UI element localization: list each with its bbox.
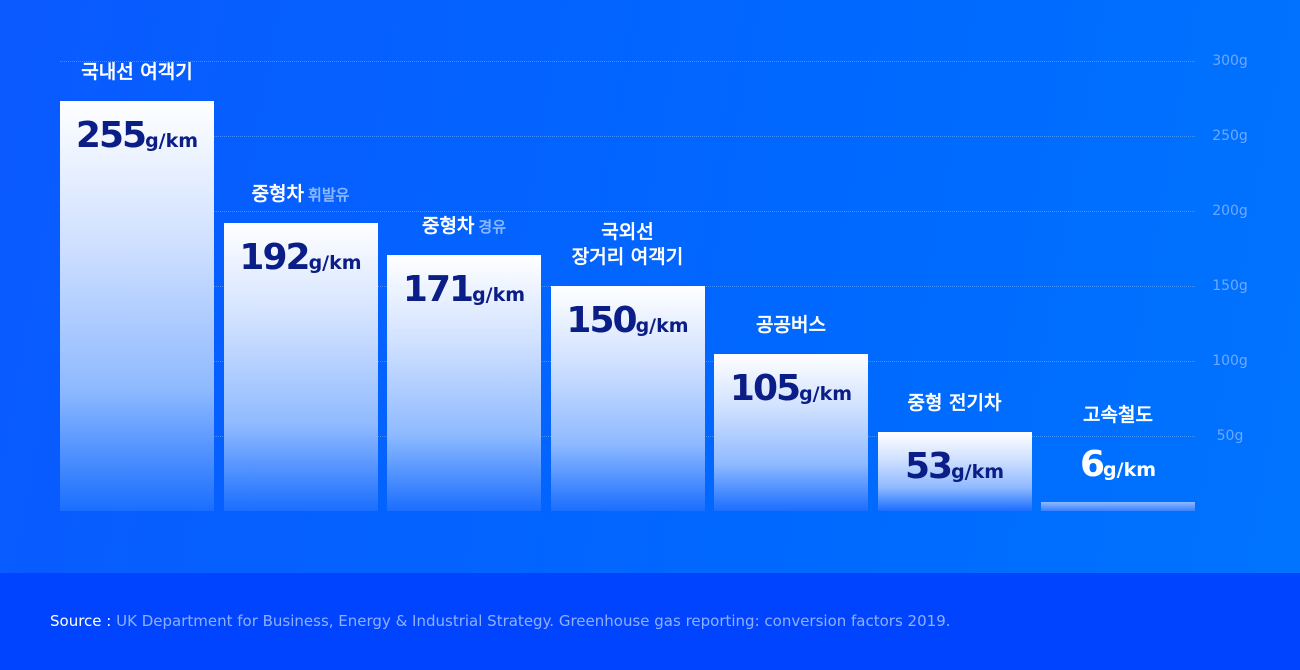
gridline bbox=[60, 211, 1195, 212]
data-label-value: 6 bbox=[1079, 444, 1105, 485]
y-tick-label: 300g bbox=[1212, 53, 1248, 69]
data-label-value: 53 bbox=[904, 445, 953, 487]
source-note: Source : UK Department for Business, Ene… bbox=[50, 612, 951, 630]
data-label-unit: g/km bbox=[799, 382, 853, 405]
y-tick-label: 150g bbox=[1212, 278, 1248, 294]
category-label: 중형차 경유 bbox=[364, 214, 564, 240]
data-label-unit: g/km bbox=[635, 315, 689, 337]
category-label: 국내선 여객기 bbox=[37, 60, 237, 85]
data-label: 6g/km bbox=[1041, 444, 1195, 485]
data-label-unit: g/km bbox=[308, 252, 362, 274]
bar bbox=[1041, 502, 1195, 511]
source-text: UK Department for Business, Energy & Ind… bbox=[111, 612, 951, 630]
footer: Source : UK Department for Business, Ene… bbox=[0, 573, 1300, 670]
category-label-main: 국외선 bbox=[601, 221, 654, 243]
category-label-main: 장거리 여객기 bbox=[571, 246, 684, 268]
data-label: 53g/km bbox=[878, 446, 1032, 487]
y-tick-label: 50g bbox=[1216, 428, 1244, 444]
data-label: 192g/km bbox=[224, 237, 378, 278]
bar bbox=[877, 431, 1032, 511]
data-label: 255g/km bbox=[60, 115, 214, 156]
category-label-sub: 휘발유 bbox=[308, 186, 350, 204]
data-label-value: 105 bbox=[729, 367, 801, 409]
data-label-value: 171 bbox=[402, 268, 474, 310]
category-label-main: 공공버스 bbox=[756, 313, 826, 336]
category-label: 공공버스 bbox=[691, 313, 891, 338]
source-label: Source : bbox=[50, 612, 112, 630]
category-label-main: 중형차 bbox=[421, 214, 475, 237]
y-tick-label: 250g bbox=[1212, 128, 1248, 144]
data-label-value: 192 bbox=[239, 237, 310, 278]
data-label-unit: g/km bbox=[951, 460, 1005, 483]
category-label-main: 고속철도 bbox=[1083, 404, 1153, 426]
category-label-main: 중형차 bbox=[251, 183, 305, 205]
category-label-sub: 경유 bbox=[478, 217, 507, 236]
bar bbox=[387, 254, 541, 511]
category-label: 중형차 휘발유 bbox=[201, 182, 401, 208]
category-label-main: 국내선 여객기 bbox=[81, 61, 193, 83]
bar bbox=[550, 286, 705, 511]
data-label-value: 150 bbox=[566, 300, 637, 341]
bar bbox=[60, 101, 214, 511]
data-label-value: 255 bbox=[75, 115, 147, 156]
data-label: 150g/km bbox=[551, 300, 705, 341]
data-label-unit: g/km bbox=[145, 130, 199, 152]
data-label: 105g/km bbox=[714, 368, 868, 409]
data-label: 171g/km bbox=[387, 269, 541, 310]
category-label: 중형 전기차 bbox=[855, 391, 1055, 416]
data-label-unit: g/km bbox=[472, 283, 526, 306]
bar bbox=[223, 223, 378, 511]
category-label: 고속철도 bbox=[1018, 403, 1218, 428]
data-label-unit: g/km bbox=[1103, 459, 1157, 481]
gridline bbox=[60, 61, 1195, 62]
bar-chart: 300g 250g 200g 150g 100g 50g 255g/km 국내선 여객기 192… bbox=[37, 53, 1248, 511]
y-tick-label: 100g bbox=[1212, 353, 1248, 369]
y-tick-label: 200g bbox=[1212, 203, 1248, 219]
category-label-main: 중형 전기차 bbox=[907, 391, 1002, 414]
gridline bbox=[60, 136, 1195, 137]
bar bbox=[714, 353, 868, 511]
